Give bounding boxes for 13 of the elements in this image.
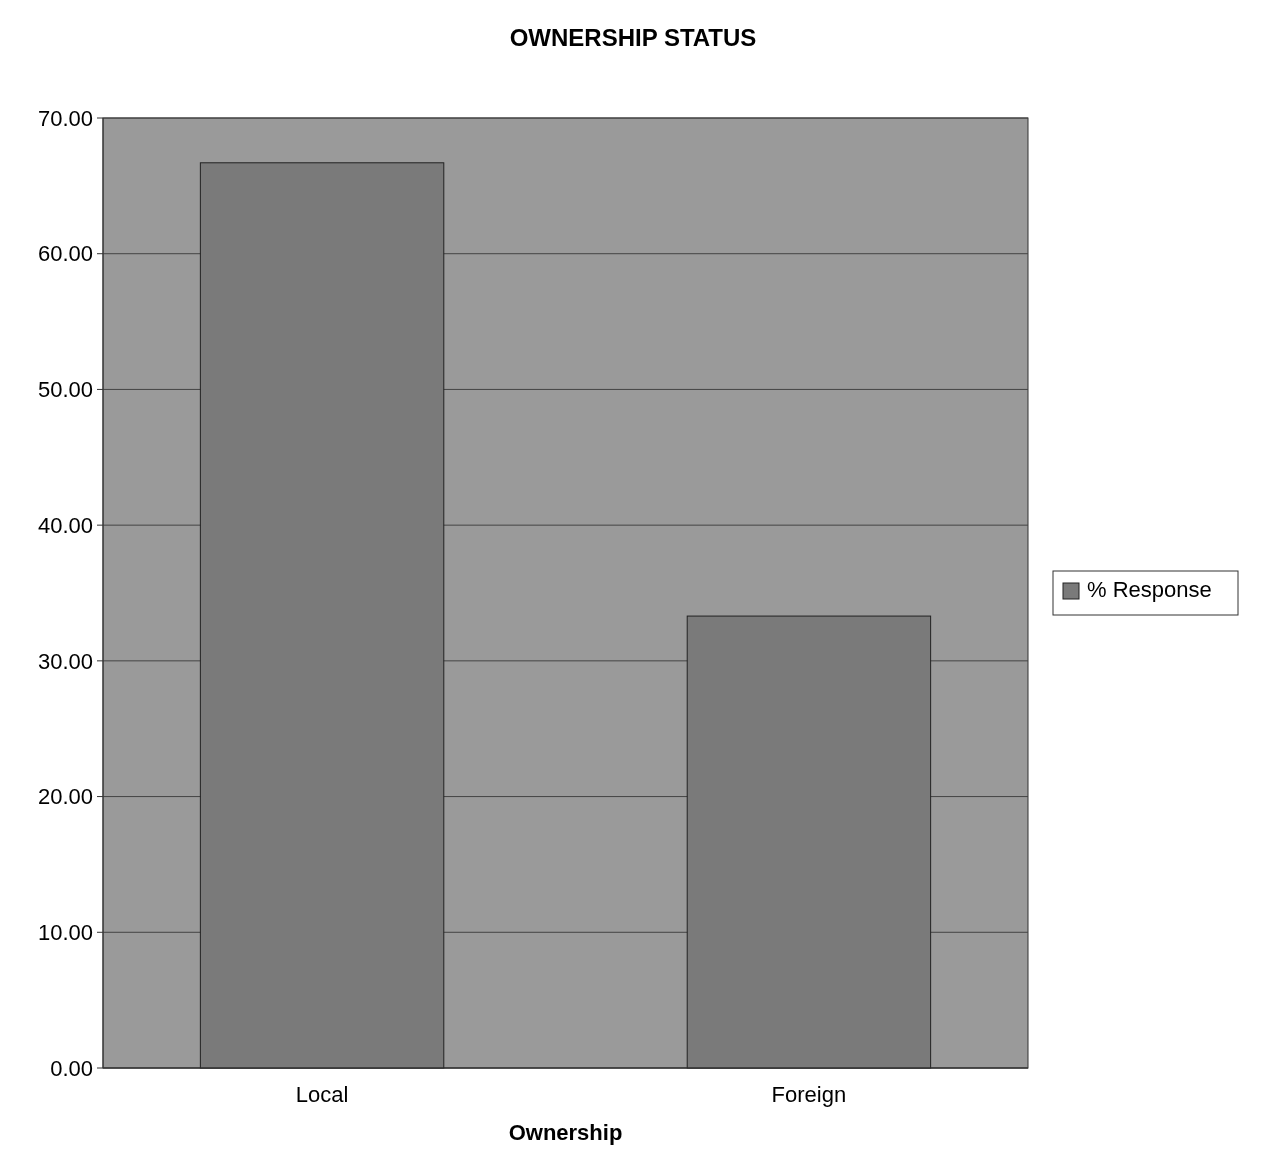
y-tick-label: 50.00: [37, 377, 93, 403]
legend-label: % Response: [1087, 577, 1212, 602]
y-tick-label: 20.00: [37, 784, 93, 810]
y-tick-label: 40.00: [37, 512, 93, 538]
x-tick-label: Local: [295, 1082, 349, 1107]
y-tick-label: 10.00: [37, 919, 93, 945]
y-tick-label: 60.00: [37, 241, 93, 267]
y-tick-label: 0.00: [50, 1055, 93, 1081]
y-tick-label: 30.00: [37, 648, 93, 674]
y-tick-label: 70.00: [37, 105, 93, 131]
x-tick-label: Foreign: [771, 1082, 847, 1107]
chart-title: OWNERSHIP STATUS: [509, 24, 757, 51]
x-axis-title: Ownership: [508, 1120, 623, 1145]
